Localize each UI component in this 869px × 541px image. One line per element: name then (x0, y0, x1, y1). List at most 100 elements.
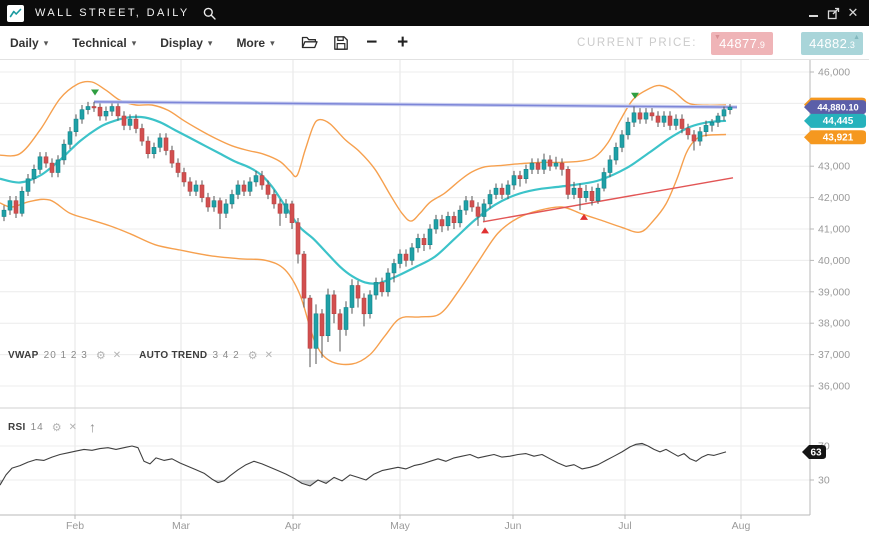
buy-price-button[interactable]: 44882 .3 ▲ (801, 31, 863, 55)
candle-down (469, 200, 475, 208)
zoom-out-icon[interactable]: − (366, 32, 378, 53)
zoom-in-icon[interactable]: + (397, 32, 409, 53)
menu-daily[interactable]: Daily ▾ (10, 35, 49, 50)
vwap-remove-icon[interactable]: ✕ (112, 350, 122, 361)
rsi-settings-gear-icon[interactable]: ⚙ (51, 421, 62, 434)
price-tag: 43,921 (804, 130, 866, 145)
candle-down (289, 203, 295, 223)
candle-up (1, 209, 7, 217)
buy-price: 44882 (809, 35, 848, 51)
rsi-move-up-icon[interactable]: ↑ (88, 419, 96, 435)
candle-up (109, 106, 115, 112)
candle-up (409, 247, 415, 261)
month-label: Jun (505, 520, 522, 532)
candle-down (337, 313, 343, 330)
candle-up (103, 110, 109, 117)
candle-up (619, 134, 625, 148)
price-axis-label: 37,000 (818, 349, 850, 361)
candle-down (535, 162, 541, 170)
candle-up (661, 115, 667, 123)
buy-signal-marker-icon (481, 227, 489, 234)
candle-down (379, 282, 385, 293)
sell-price-button[interactable]: ▼ 44877 .9 (711, 31, 773, 55)
candle-up (325, 294, 331, 336)
save-icon[interactable] (328, 31, 354, 55)
month-label: Feb (66, 520, 84, 532)
candle-down (187, 181, 193, 192)
candle-up (643, 112, 649, 120)
price-tag: 44,880.10 (804, 100, 866, 115)
auto-trend-settings-gear-icon[interactable]: ⚙ (247, 350, 258, 362)
minimize-button[interactable] (803, 3, 823, 23)
open-folder-icon[interactable] (297, 31, 323, 55)
candle-down (145, 140, 151, 154)
candle-up (445, 216, 451, 227)
candle-up (493, 187, 499, 195)
candle-up (529, 162, 535, 170)
vwap-settings-gear-icon[interactable]: ⚙ (95, 350, 106, 362)
price-chart-canvas[interactable]: 46,00045,00044,00043,00042,00041,00040,0… (0, 60, 869, 541)
price-axis-label: 41,000 (818, 224, 850, 236)
candle-down (685, 128, 691, 136)
candle-down (43, 156, 49, 164)
rsi-indicator-label: RSI 14 ⚙ ✕ ↑ (8, 420, 96, 434)
candle-down (421, 238, 427, 245)
candle-up (151, 147, 157, 155)
rsi-line (0, 442, 727, 487)
candle-down (637, 112, 643, 120)
auto-trend-remove-icon[interactable]: ✕ (264, 350, 273, 361)
svg-text:63: 63 (810, 447, 822, 458)
candle-up (85, 106, 91, 110)
indicator-labels-row: VWAP 20 1 2 3 ⚙ ✕ AUTO TREND 3 4 2 ⚙ ✕ (8, 349, 273, 362)
close-icon[interactable]: ✕ (847, 5, 859, 20)
rsi-threshold-fill (213, 480, 225, 483)
candle-up (601, 172, 607, 189)
candle-up (79, 109, 85, 120)
candle-down (319, 313, 325, 337)
candle-down (361, 297, 367, 315)
candle-down (49, 162, 55, 173)
sell-signal-marker-icon (631, 92, 639, 99)
chart-title: WALL STREET, DAILY (35, 7, 190, 19)
current-price-area: CURRENT PRICE: ▼ 44877 .9 44882 .3 ▲ (577, 26, 863, 60)
candle-down (115, 106, 121, 117)
candle-up (193, 184, 199, 192)
price-axis-label: 38,000 (818, 318, 850, 330)
search-icon[interactable] (203, 7, 216, 20)
buy-signal-marker-icon (580, 213, 588, 220)
candle-up (157, 137, 163, 148)
candle-up (523, 169, 529, 180)
candle-down (475, 206, 481, 217)
chevron-down-icon: ▾ (270, 37, 275, 48)
candle-up (583, 191, 589, 198)
bollinger-lower-band (0, 133, 727, 366)
price-axis-label: 42,000 (818, 192, 850, 204)
candle-down (331, 294, 337, 314)
menu-technical[interactable]: Technical ▾ (72, 35, 137, 50)
candle-down (97, 106, 103, 117)
candle-down (451, 216, 457, 223)
candle-up (223, 203, 229, 214)
candle-up (19, 191, 25, 214)
candle-down (559, 162, 565, 170)
candle-up (541, 159, 547, 170)
sell-arrow-icon: ▼ (714, 33, 721, 41)
month-label: Mar (172, 520, 191, 532)
svg-text:44,880.10: 44,880.10 (817, 103, 858, 113)
app-logo-icon (7, 4, 24, 22)
candle-down (499, 187, 505, 195)
candle-down (121, 115, 127, 126)
candle-up (697, 131, 703, 142)
rsi-threshold-fill (632, 443, 648, 446)
candle-up (31, 169, 37, 180)
menu-display[interactable]: Display ▾ (160, 35, 213, 50)
month-label: Aug (732, 520, 751, 532)
rsi-params: 14 (30, 421, 44, 433)
candle-up (727, 106, 733, 111)
popout-button[interactable] (823, 3, 843, 23)
menu-more[interactable]: More ▾ (236, 35, 275, 50)
candle-up (67, 131, 73, 145)
rsi-remove-icon[interactable]: ✕ (68, 421, 77, 433)
candle-down (13, 200, 19, 214)
